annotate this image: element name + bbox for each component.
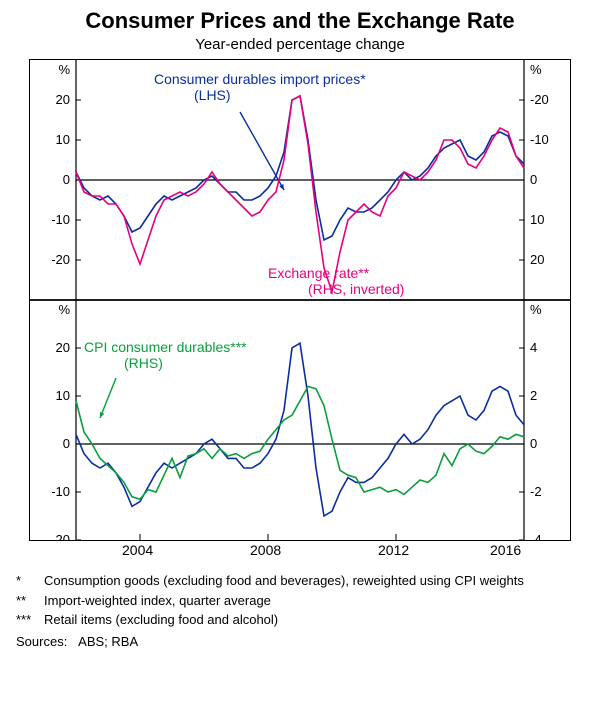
svg-text:-20: -20: [530, 92, 549, 107]
svg-text:20: 20: [56, 92, 70, 107]
chart-title: Consumer Prices and the Exchange Rate: [0, 0, 600, 34]
footnote-symbol: **: [16, 591, 44, 611]
footnote-text: Import-weighted index, quarter average: [44, 591, 271, 611]
svg-text:-10: -10: [51, 212, 70, 227]
chart-subtitle: Year-ended percentage change: [0, 34, 600, 59]
footnote-row: ***Retail items (excluding food and alco…: [16, 610, 584, 630]
svg-text:2: 2: [530, 388, 537, 403]
svg-text:0: 0: [530, 172, 537, 187]
footnote-symbol: ***: [16, 610, 44, 630]
svg-text:%: %: [58, 302, 70, 317]
series-exchange-rate: [76, 96, 524, 292]
sources-text: ABS; RBA: [78, 634, 138, 649]
svg-text:10: 10: [530, 212, 544, 227]
footnote-symbol: *: [16, 571, 44, 591]
footnote-row: **Import-weighted index, quarter average: [16, 591, 584, 611]
series-label: Consumer durables import prices*: [154, 71, 366, 87]
chart-plot-area: -20-1001020%%20100-10-20Consumer durable…: [29, 59, 571, 541]
footnote-text: Consumption goods (excluding food and be…: [44, 571, 524, 591]
svg-text:%: %: [530, 62, 542, 77]
svg-text:4: 4: [530, 340, 537, 355]
sources: Sources: ABS; RBA: [0, 630, 600, 649]
svg-text:20: 20: [56, 340, 70, 355]
svg-text:%: %: [530, 302, 542, 317]
series-label-sub: (LHS): [194, 87, 231, 103]
x-tick-label: 2008: [250, 542, 281, 558]
svg-text:0: 0: [63, 436, 70, 451]
sources-label: Sources:: [16, 634, 67, 649]
svg-text:10: 10: [56, 388, 70, 403]
footnote-row: *Consumption goods (excluding food and b…: [16, 571, 584, 591]
svg-text:-20: -20: [51, 532, 70, 540]
x-tick-label: 2012: [378, 542, 409, 558]
series-label: CPI consumer durables***: [84, 339, 247, 355]
svg-text:%: %: [58, 62, 70, 77]
x-tick-label: 2004: [122, 542, 153, 558]
svg-text:-10: -10: [51, 484, 70, 499]
series-label-sub: (RHS, inverted): [308, 281, 404, 297]
footnotes: *Consumption goods (excluding food and b…: [0, 563, 600, 630]
svg-text:20: 20: [530, 252, 544, 267]
figure-container: Consumer Prices and the Exchange Rate Ye…: [0, 0, 600, 724]
svg-text:10: 10: [56, 132, 70, 147]
svg-text:-20: -20: [51, 252, 70, 267]
series-label: Exchange rate**: [268, 265, 370, 281]
svg-text:0: 0: [63, 172, 70, 187]
svg-text:0: 0: [530, 436, 537, 451]
footnote-text: Retail items (excluding food and alcohol…: [44, 610, 278, 630]
svg-text:-4: -4: [530, 532, 542, 540]
series-label-sub: (RHS): [124, 355, 163, 371]
x-tick-label: 2016: [490, 542, 521, 558]
svg-text:-10: -10: [530, 132, 549, 147]
svg-text:-2: -2: [530, 484, 542, 499]
series-import-prices: [76, 96, 524, 240]
series-cpi-durables: [76, 386, 524, 499]
